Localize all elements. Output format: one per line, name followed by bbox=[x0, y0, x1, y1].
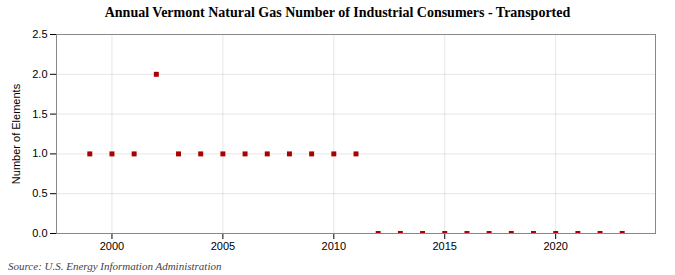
svg-text:0.5: 0.5 bbox=[32, 187, 47, 199]
svg-text:2.5: 2.5 bbox=[32, 28, 47, 40]
svg-text:Number of Elements: Number of Elements bbox=[10, 83, 22, 184]
svg-text:2005: 2005 bbox=[211, 240, 235, 252]
svg-text:2020: 2020 bbox=[543, 240, 567, 252]
svg-text:1.5: 1.5 bbox=[32, 108, 47, 120]
html-text:Annual Vermont Natural Gas Num: Annual Vermont Natural Gas Number of Ind… bbox=[104, 5, 571, 20]
svg-text:2010: 2010 bbox=[322, 240, 346, 252]
svg-text:2.0: 2.0 bbox=[32, 68, 47, 80]
html-text:Source: U.S. Energy Informatio: Source: U.S. Energy Information Administ… bbox=[8, 260, 222, 272]
svg-text:0.0: 0.0 bbox=[32, 227, 47, 239]
svg-text:2015: 2015 bbox=[432, 240, 456, 252]
svg-text:2000: 2000 bbox=[100, 240, 124, 252]
svg-text:1.0: 1.0 bbox=[32, 147, 47, 159]
